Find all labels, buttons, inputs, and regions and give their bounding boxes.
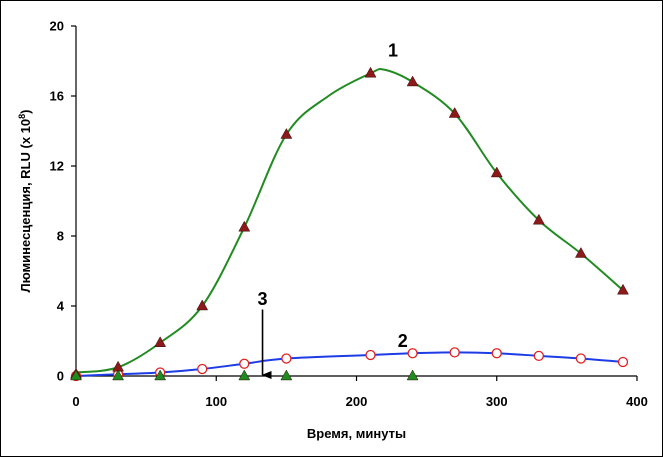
series-2-point <box>617 356 629 368</box>
series-2-point <box>449 347 460 358</box>
y-tick-label: 8 <box>57 229 64 244</box>
y-tick-label: 12 <box>50 159 64 174</box>
series-2-point <box>197 363 208 375</box>
series-1-point <box>238 220 251 232</box>
series-3-point <box>112 369 124 381</box>
series-1-point <box>364 66 377 78</box>
series-3-point <box>238 369 251 381</box>
labels: 1 2 3 <box>258 41 408 379</box>
series-3-point <box>70 369 82 381</box>
y-tick-label: 0 <box>57 369 64 384</box>
series-1-point <box>532 213 545 225</box>
y-tick-label: 16 <box>50 89 64 104</box>
x-tick-label: 300 <box>486 394 508 409</box>
series-3-point <box>154 369 167 381</box>
series-label-3: 3 <box>258 289 268 309</box>
y-tick-label: 20 <box>50 19 64 34</box>
series-1-point <box>196 299 209 311</box>
series-1-point <box>406 75 419 87</box>
series-2-point <box>407 348 418 359</box>
series-1-point <box>490 166 503 178</box>
series-2-point <box>575 353 587 364</box>
series-3-point <box>406 369 419 381</box>
series-1-point <box>574 247 587 258</box>
series-label-2: 2 <box>398 331 408 351</box>
y-tick-label: 4 <box>57 299 65 314</box>
series-2-point <box>281 353 292 364</box>
series-2-point <box>533 350 544 362</box>
series-2-point <box>491 348 502 359</box>
x-tick-label: 400 <box>626 394 648 409</box>
series-1-point <box>617 283 629 295</box>
x-axis-title: Время, минуты <box>307 426 406 441</box>
x-tick-label: 100 <box>205 394 227 409</box>
series-3-point <box>280 369 293 381</box>
series-1-point <box>154 336 167 347</box>
series-1-point <box>280 128 293 139</box>
series-2-point <box>239 358 250 369</box>
x-tick-label: 200 <box>346 394 368 409</box>
series-layer <box>70 66 629 382</box>
x-tick-label: 0 <box>72 394 79 409</box>
series-1-point <box>448 107 461 118</box>
y-axis-title: Люминесценция, RLU (x 108) <box>17 110 33 293</box>
series-label-1: 1 <box>388 41 398 61</box>
series-2-point <box>365 349 376 361</box>
